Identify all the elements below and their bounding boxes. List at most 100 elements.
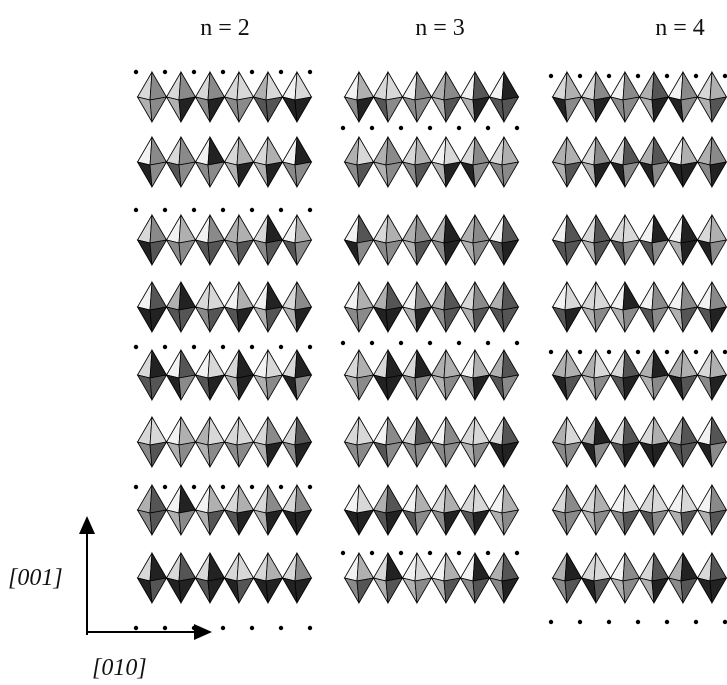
octahedron-face	[295, 510, 312, 535]
octahedron-face	[710, 442, 727, 467]
octahedron-face	[502, 350, 519, 378]
octahedron-face	[150, 307, 167, 332]
octahedron-face	[473, 510, 490, 535]
cation-dot	[399, 126, 403, 130]
octahedron-face	[582, 137, 597, 165]
octahedron-face	[565, 240, 582, 265]
cation-dot	[665, 74, 669, 78]
octahedron-face	[403, 553, 418, 581]
octahedron-face	[179, 137, 196, 165]
octahedron-face	[295, 417, 312, 445]
octahedron-face	[225, 485, 240, 513]
octahedron-face	[652, 350, 669, 378]
octahedron-face	[225, 417, 240, 445]
octahedron-face	[225, 350, 240, 378]
octahedron-face	[594, 485, 611, 513]
octahedron-face	[473, 97, 490, 122]
octahedron-face	[295, 162, 312, 187]
octahedron-face	[710, 215, 727, 243]
octahedron-face	[138, 72, 153, 100]
octahedron-face	[461, 215, 476, 243]
cation-dot	[457, 341, 461, 345]
octahedron-face	[444, 350, 461, 378]
octahedron-face	[138, 137, 153, 165]
cation-dot	[607, 74, 611, 78]
axis-label: [001]	[8, 565, 63, 591]
octahedron-face	[582, 417, 597, 445]
octahedron-face	[150, 578, 167, 603]
cation-dot	[665, 620, 669, 624]
octahedron-face	[138, 485, 153, 513]
axis-label: [010]	[92, 655, 147, 681]
octahedron-face	[386, 72, 403, 100]
octahedron-face	[444, 97, 461, 122]
octahedron-face	[345, 350, 360, 378]
octahedron-face	[208, 72, 225, 100]
octahedron-face	[698, 350, 713, 378]
octahedron-face	[710, 578, 727, 603]
octahedron-face	[237, 97, 254, 122]
octahedron-face	[710, 510, 727, 535]
octahedron-face	[652, 215, 669, 243]
octahedron-face	[444, 282, 461, 310]
cation-dot	[192, 345, 196, 349]
cation-dot	[308, 626, 312, 630]
octahedron-face	[565, 442, 582, 467]
octahedron-face	[254, 417, 269, 445]
octahedron-face	[283, 137, 298, 165]
octahedron-face	[594, 553, 611, 581]
cation-dot	[694, 620, 698, 624]
octahedron-face	[432, 553, 447, 581]
octahedron-face	[208, 240, 225, 265]
cation-dot	[163, 70, 167, 74]
cation-dot	[163, 485, 167, 489]
octahedron-face	[138, 215, 153, 243]
octahedron-face	[652, 97, 669, 122]
octahedron-face	[179, 553, 196, 581]
octahedron-face	[502, 578, 519, 603]
octahedron-face	[208, 215, 225, 243]
octahedron-face	[473, 417, 490, 445]
octahedron-face	[150, 417, 167, 445]
octahedron-face	[237, 442, 254, 467]
octahedron-face	[444, 307, 461, 332]
octahedron-face	[225, 553, 240, 581]
cation-dot	[250, 626, 254, 630]
octahedron-face	[295, 553, 312, 581]
octahedron-face	[386, 282, 403, 310]
octahedron-face	[681, 417, 698, 445]
cation-dot	[341, 126, 345, 130]
octahedron-face	[502, 485, 519, 513]
cation-dot	[134, 485, 138, 489]
octahedron-face	[374, 282, 389, 310]
cation-dot	[399, 551, 403, 555]
octahedron-face	[652, 240, 669, 265]
octahedron-face	[432, 215, 447, 243]
octahedron-face	[357, 240, 374, 265]
octahedron-face	[266, 137, 283, 165]
octahedron-face	[623, 350, 640, 378]
octahedron-face	[150, 510, 167, 535]
cation-dot	[457, 551, 461, 555]
octahedron-face	[179, 97, 196, 122]
octahedron-face	[698, 215, 713, 243]
octahedron-face	[179, 240, 196, 265]
cation-dot	[192, 626, 196, 630]
octahedron-face	[473, 485, 490, 513]
cation-dot	[308, 345, 312, 349]
octahedron-face	[698, 417, 713, 445]
octahedron-face	[357, 282, 374, 310]
octahedron-face	[594, 510, 611, 535]
octahedron-face	[295, 240, 312, 265]
octahedron-face	[266, 240, 283, 265]
octahedron-face	[237, 307, 254, 332]
octahedron-face	[345, 137, 360, 165]
octahedron-face	[386, 162, 403, 187]
octahedron-face	[623, 553, 640, 581]
octahedron-face	[266, 215, 283, 243]
octahedron-face	[208, 417, 225, 445]
octahedron-face	[698, 282, 713, 310]
octahedron-face	[553, 417, 568, 445]
octahedron-face	[611, 137, 626, 165]
octahedron-face	[403, 72, 418, 100]
